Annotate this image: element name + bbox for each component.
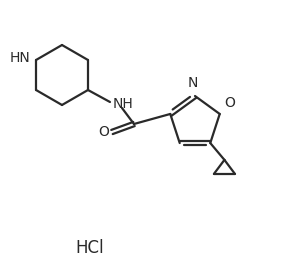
Text: N: N [188, 76, 198, 90]
Text: HCl: HCl [76, 239, 104, 257]
Text: NH: NH [113, 97, 134, 111]
Text: HN: HN [9, 51, 30, 65]
Text: O: O [98, 125, 109, 139]
Text: O: O [225, 96, 236, 110]
